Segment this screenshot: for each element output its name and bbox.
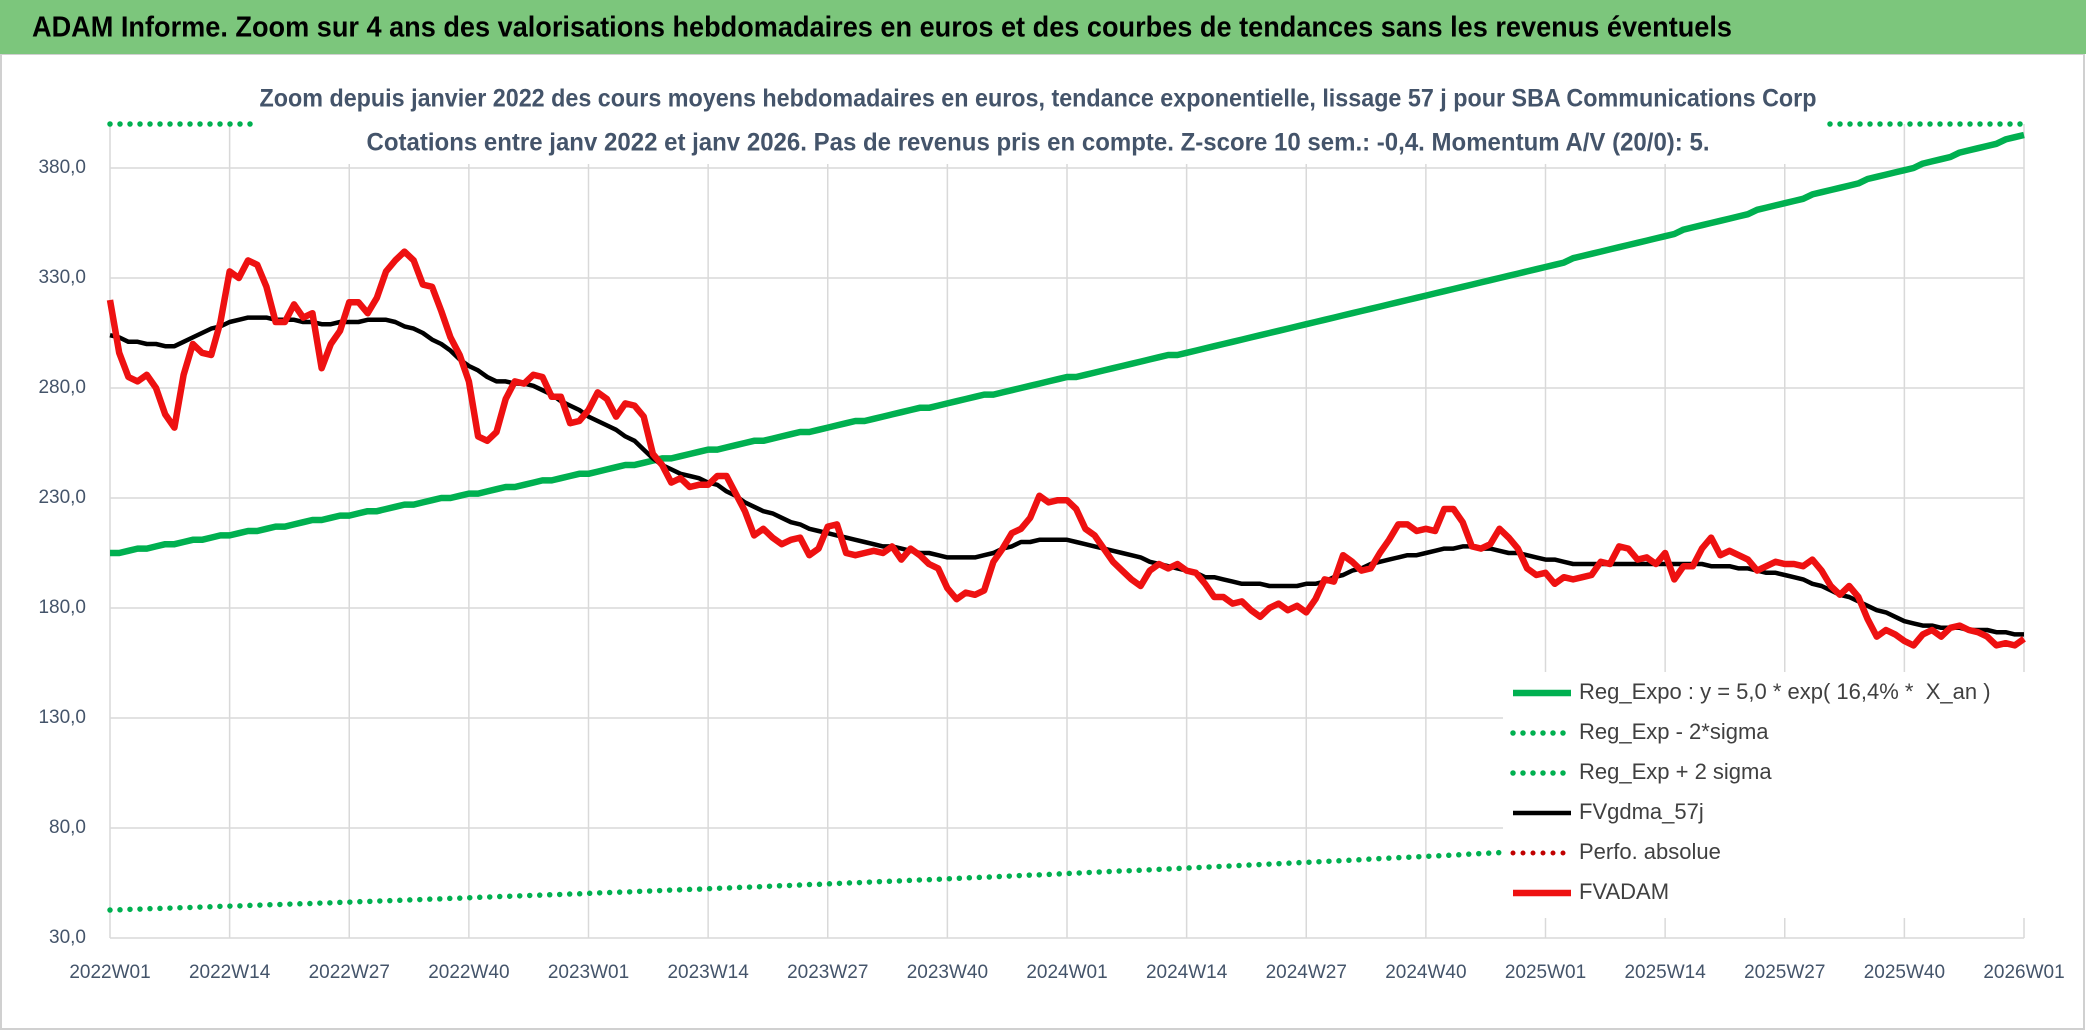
x-tick-label: 2024W27 bbox=[1266, 962, 1347, 983]
legend: Reg_Expo : y = 5,0 * exp( 16,4% * X_an )… bbox=[1503, 672, 2048, 918]
legend-label: FVADAM bbox=[1579, 879, 1669, 904]
x-tick-label: 2023W27 bbox=[787, 962, 868, 983]
x-tick-label: 2025W27 bbox=[1744, 962, 1825, 983]
x-tick-label: 2023W40 bbox=[907, 962, 988, 983]
x-tick-label: 2022W14 bbox=[189, 962, 271, 983]
x-tick-label: 2023W14 bbox=[667, 962, 749, 983]
y-tick-label: 130,0 bbox=[38, 707, 86, 728]
chart-title: ADAM Informe. Zoom sur 4 ans des valoris… bbox=[32, 12, 1732, 44]
y-tick-label: 380,0 bbox=[38, 157, 86, 178]
x-tick-label: 2022W27 bbox=[309, 962, 390, 983]
legend-label: Perfo. absolue bbox=[1579, 839, 1721, 864]
y-tick-label: 330,0 bbox=[38, 267, 86, 288]
y-tick-label: 30,0 bbox=[49, 927, 86, 948]
series-line bbox=[106, 248, 2026, 649]
x-tick-label: 2023W01 bbox=[548, 962, 629, 983]
legend-label: Reg_Exp - 2*sigma bbox=[1579, 719, 1769, 744]
header-band bbox=[0, 0, 2086, 54]
subtitle: Cotations entre janv 2022 et janv 2026. … bbox=[367, 129, 1710, 157]
legend-label: FVgdma_57j bbox=[1579, 799, 1704, 824]
legend-label: Reg_Exp + 2 sigma bbox=[1579, 759, 1772, 784]
series-line bbox=[107, 819, 2027, 913]
series-line bbox=[109, 315, 2024, 637]
subtitle-box bbox=[255, 72, 1823, 164]
x-tick-label: 2024W01 bbox=[1026, 962, 1107, 983]
legend-box bbox=[1503, 672, 2048, 918]
x-tick-label: 2025W01 bbox=[1505, 962, 1586, 983]
x-tick-label: 2024W40 bbox=[1385, 962, 1466, 983]
series-line bbox=[110, 131, 2025, 557]
x-tick-label: 2022W01 bbox=[69, 962, 150, 983]
x-tick-label: 2025W40 bbox=[1864, 962, 1945, 983]
legend-label: Reg_Expo : y = 5,0 * exp( 16,4% * X_an ) bbox=[1579, 679, 1991, 704]
y-tick-label: 280,0 bbox=[38, 377, 86, 398]
x-tick-label: 2026W01 bbox=[1983, 962, 2064, 983]
y-tick-label: 180,0 bbox=[38, 597, 86, 618]
x-tick-label: 2025W14 bbox=[1624, 962, 1706, 983]
subtitle: Zoom depuis janvier 2022 des cours moyen… bbox=[260, 85, 1817, 113]
y-tick-label: 230,0 bbox=[38, 487, 86, 508]
x-tick-label: 2022W40 bbox=[428, 962, 509, 983]
x-tick-label: 2024W14 bbox=[1146, 962, 1228, 983]
y-tick-label: 80,0 bbox=[49, 817, 86, 838]
